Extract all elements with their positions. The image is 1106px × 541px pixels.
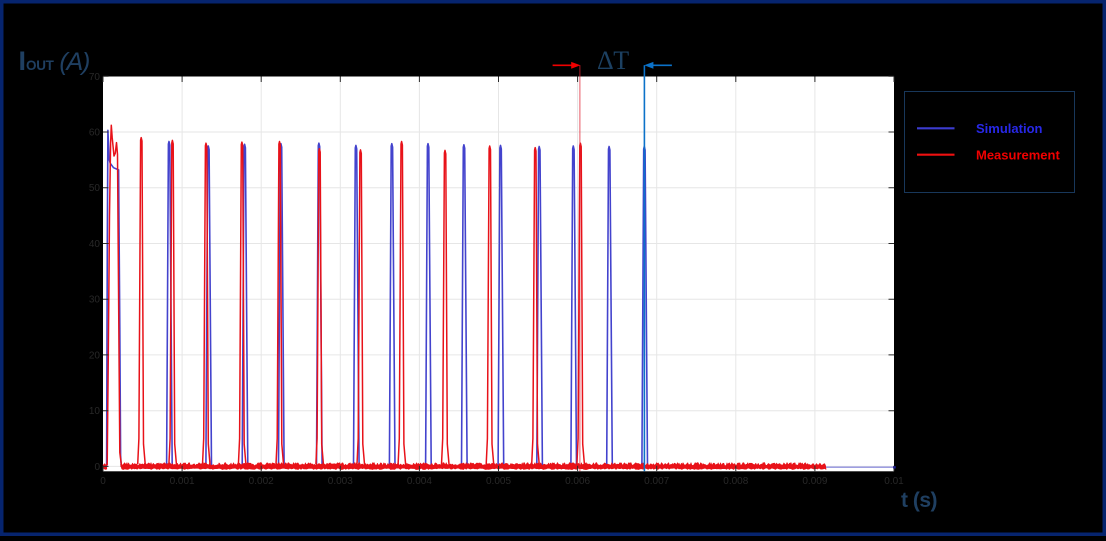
svg-text:0.001: 0.001 [170, 476, 195, 487]
svg-text:30: 30 [89, 295, 101, 306]
svg-text:t (s): t (s) [901, 489, 937, 512]
svg-text:70: 70 [89, 72, 101, 83]
svg-text:0.002: 0.002 [249, 476, 274, 487]
svg-text:0.004: 0.004 [407, 476, 432, 487]
svg-text:0.003: 0.003 [328, 476, 353, 487]
svg-text:0: 0 [94, 462, 100, 473]
svg-text:0.008: 0.008 [723, 476, 748, 487]
svg-text:0.01: 0.01 [884, 476, 904, 487]
svg-text:60: 60 [89, 128, 101, 139]
svg-text:40: 40 [89, 239, 101, 250]
svg-text:0.007: 0.007 [644, 476, 669, 487]
svg-text:0.006: 0.006 [565, 476, 590, 487]
svg-text:10: 10 [89, 406, 101, 417]
svg-text:0: 0 [100, 476, 106, 487]
svg-text:ΔT: ΔT [597, 46, 629, 75]
svg-text:0.005: 0.005 [486, 476, 511, 487]
svg-text:0.009: 0.009 [802, 476, 827, 487]
svg-text:20: 20 [89, 350, 101, 361]
svg-text:50: 50 [89, 183, 101, 194]
svg-text:Simulation: Simulation [976, 121, 1043, 136]
svg-text:Measurement: Measurement [976, 148, 1060, 163]
